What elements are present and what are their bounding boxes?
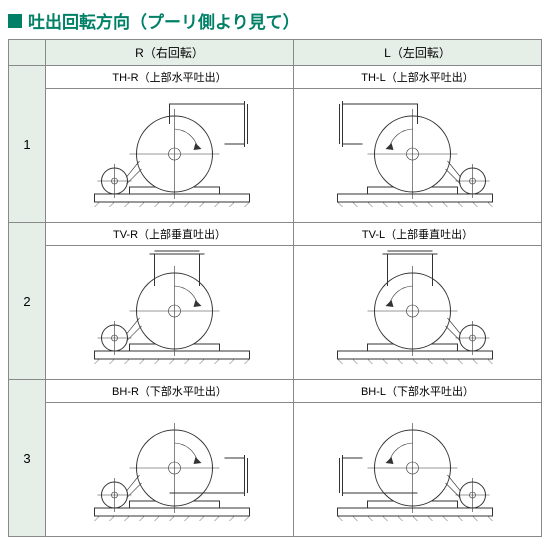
col-r-header: R（右回転） [46,40,294,66]
title-marker [8,14,22,28]
diagram-r [46,403,294,537]
diagram-l [294,246,542,380]
label-l: BH-L（下部水平吐出） [294,380,542,403]
diagram-r [46,246,294,380]
diagram-l [294,89,542,223]
diagram-r [46,89,294,223]
corner-cell [9,40,46,66]
label-r: TV-R（上部垂直吐出） [46,223,294,246]
label-l: TV-L（上部垂直吐出） [294,223,542,246]
label-l: TH-L（上部水平吐出） [294,66,542,89]
row-num: 3 [9,380,46,537]
label-r: BH-R（下部水平吐出） [46,380,294,403]
diagram-l [294,403,542,537]
rotation-table: R（右回転） L（左回転） 1 TH-R（上部水平吐出） TH-L（上部水平吐出… [8,39,542,537]
page-title: 吐出回転方向（プーリ側より見て） [28,8,300,33]
col-l-header: L（左回転） [294,40,542,66]
row-num: 1 [9,66,46,223]
label-r: TH-R（上部水平吐出） [46,66,294,89]
row-num: 2 [9,223,46,380]
